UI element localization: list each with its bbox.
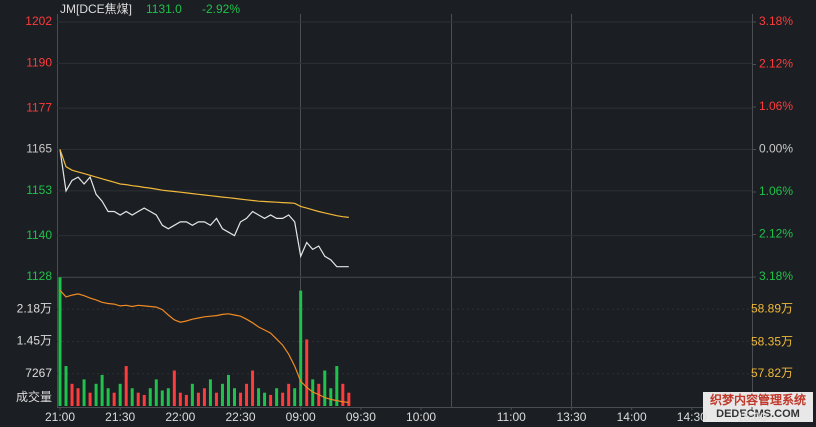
volume-bar [148, 388, 152, 406]
volume-bar [100, 374, 104, 406]
volume-bar [160, 390, 164, 406]
volume-bar [323, 370, 327, 406]
volume-bar [64, 366, 68, 406]
y2-tick-label: 1.06% [759, 99, 793, 113]
x-tick-label: 13:30 [556, 410, 586, 424]
volume-bar [287, 383, 291, 406]
y2-tick-label: 3.18% [759, 269, 793, 283]
x-tick-label: 21:30 [105, 410, 135, 424]
watermark-bg [703, 392, 813, 422]
y2-tick-label: 58.35万 [751, 334, 793, 348]
y-axis-label: 成交量 [16, 389, 52, 404]
volume-bar [106, 388, 110, 406]
volume-bar [269, 394, 273, 406]
x-tick-label: 14:00 [617, 410, 647, 424]
y2-tick-label: 1.06% [759, 184, 793, 198]
y-tick-label: 1128 [26, 269, 52, 283]
y-tick-label: 1202 [25, 14, 52, 28]
x-tick-label: 15:00 [737, 410, 767, 424]
volume-bar [245, 383, 249, 406]
y2-tick-label: 3.18% [759, 14, 793, 28]
y-tick-label: 1177 [26, 100, 52, 114]
volume-bar [220, 383, 224, 406]
y-tick-label: 2.18万 [17, 301, 52, 315]
volume-bar [196, 392, 200, 406]
volume-bar [226, 374, 230, 406]
volume-bar [329, 388, 333, 406]
y-tick-label: 1140 [26, 228, 52, 242]
x-tick-label: 22:00 [165, 410, 195, 424]
volume-bar [154, 379, 158, 406]
volume-bar [214, 392, 218, 406]
volume-bar [76, 388, 80, 406]
volume-bar [239, 392, 243, 406]
volume-bar [58, 277, 62, 406]
volume-bar [70, 383, 74, 406]
volume-bar [124, 366, 128, 406]
y2-tick-label: 57.82万 [751, 366, 793, 380]
volume-bar [305, 339, 309, 406]
series-line [59, 149, 349, 268]
x-tick-label: 21:00 [45, 410, 75, 424]
symbol: JM[DCE焦煤] [60, 2, 132, 16]
volume-bar [184, 394, 188, 406]
watermark: 织梦内容管理系统 [710, 392, 806, 407]
volume-bar [190, 383, 194, 406]
volume-bar [142, 394, 146, 406]
y2-tick-label: 2.12% [759, 227, 793, 241]
volume-bar [172, 370, 176, 406]
y-tick-label: 1190 [26, 56, 52, 70]
x-tick-label: 09:00 [286, 410, 316, 424]
volume-bar [275, 388, 279, 406]
change-percent: -2.92% [202, 2, 240, 16]
volume-bar [257, 388, 261, 406]
volume-bar [299, 290, 303, 406]
series-line [59, 149, 349, 218]
volume-bar [293, 388, 297, 406]
volume-bar [88, 392, 92, 406]
y-tick-label: 1.45万 [17, 334, 52, 348]
series-line [59, 289, 349, 403]
y2-tick-label: 0.00% [759, 142, 793, 156]
volume-bar [208, 379, 212, 406]
volume-bar [130, 388, 134, 406]
volume-bar [335, 366, 339, 406]
y-tick-label: 7267 [25, 366, 52, 380]
last-price: 1131.0 [146, 2, 182, 16]
x-tick-label: 10:00 [406, 410, 436, 424]
volume-bar [136, 392, 140, 406]
y-tick-label: 1165 [26, 142, 52, 156]
x-tick-label: 22:30 [226, 410, 256, 424]
volume-bar [118, 383, 122, 406]
volume-bar [166, 388, 170, 406]
volume-bar [281, 392, 285, 406]
volume-bar [82, 379, 86, 406]
x-tick-label: 11:00 [497, 410, 526, 424]
y2-tick-label: 58.89万 [751, 302, 793, 316]
volume-bar [112, 392, 116, 406]
y2-tick-label: 2.12% [759, 57, 793, 71]
volume-bar [94, 383, 98, 406]
x-tick-label: 09:30 [346, 410, 376, 424]
volume-bar [178, 392, 182, 406]
volume-bar [233, 388, 237, 406]
volume-bar [341, 383, 345, 406]
volume-bar [263, 392, 267, 406]
volume-bar [347, 392, 351, 406]
watermark: DEDECMS.COM [716, 408, 800, 420]
volume-bar [251, 370, 255, 406]
volume-bar [202, 388, 206, 406]
x-tick-label: 14:30 [677, 410, 707, 424]
y-tick-label: 1153 [26, 183, 52, 197]
